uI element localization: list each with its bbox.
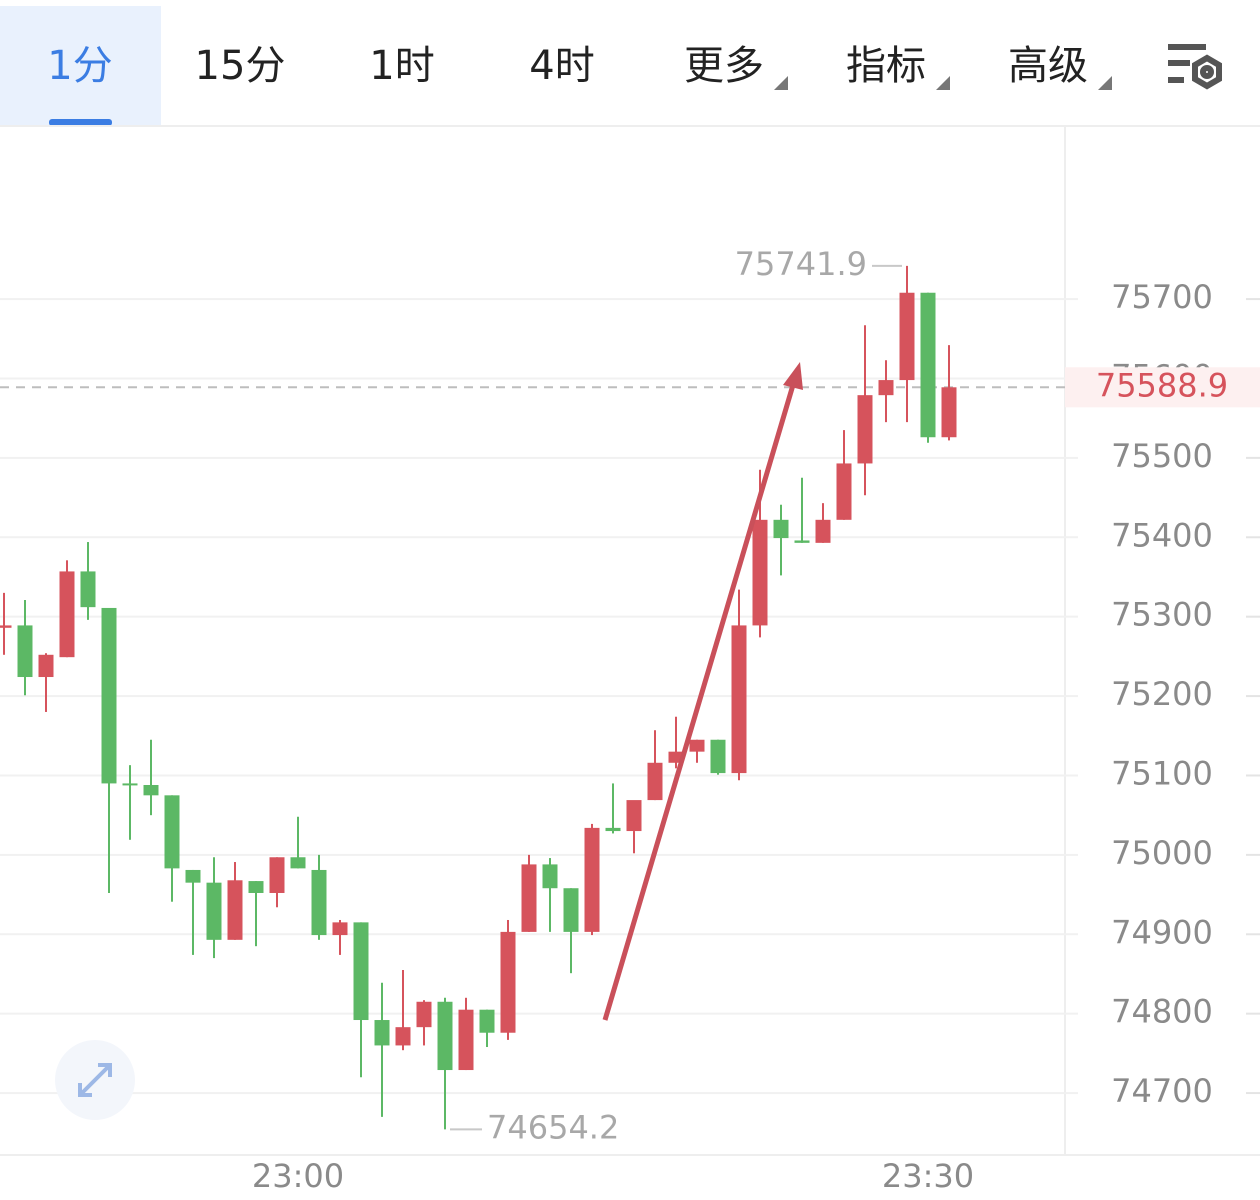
trend-arrow bbox=[602, 362, 803, 1021]
candle-body bbox=[563, 888, 579, 932]
candle-body bbox=[815, 519, 831, 543]
candle-body bbox=[584, 827, 600, 932]
candle-body bbox=[710, 739, 726, 774]
candle-body bbox=[143, 785, 159, 796]
y-tick-label: 75500 bbox=[1111, 437, 1213, 475]
candle-body bbox=[626, 800, 642, 832]
candle-body bbox=[290, 857, 306, 869]
candle-body bbox=[668, 751, 684, 763]
arrow-shaft bbox=[602, 384, 796, 1021]
tab[interactable]: 更多 bbox=[684, 43, 764, 89]
candle-body bbox=[311, 869, 327, 936]
candle-body bbox=[164, 795, 180, 869]
candle-body bbox=[941, 387, 957, 438]
candle-body bbox=[647, 762, 663, 801]
tabs: 1分 15分 1时 4时 更多 指标 高级 bbox=[47, 43, 1112, 90]
candle-body bbox=[227, 880, 243, 940]
x-tick-label: 23:00 bbox=[252, 1157, 344, 1195]
dropdown-caret bbox=[1098, 76, 1112, 90]
candle-body bbox=[479, 1009, 495, 1033]
candle-body bbox=[542, 864, 558, 889]
active-tab-indicator bbox=[49, 119, 112, 126]
tab[interactable]: 高级 bbox=[1008, 43, 1088, 89]
candle-body bbox=[395, 1027, 411, 1046]
candle-body bbox=[374, 1020, 390, 1046]
candle-body bbox=[521, 864, 537, 932]
icon-hex bbox=[1192, 54, 1222, 90]
candle-body bbox=[59, 571, 75, 658]
tab[interactable]: 指标 bbox=[846, 43, 926, 89]
last-price-bg bbox=[1065, 367, 1260, 408]
candle-body bbox=[332, 922, 348, 936]
candle-body bbox=[458, 1009, 474, 1071]
y-tick-label: 75300 bbox=[1111, 596, 1213, 634]
candle-body bbox=[500, 931, 516, 1033]
candle-body bbox=[773, 519, 789, 539]
y-tick-label: 75100 bbox=[1111, 754, 1213, 792]
candle-body bbox=[353, 922, 369, 1021]
candle-body bbox=[731, 625, 747, 774]
candle-body bbox=[878, 380, 894, 396]
expand-button[interactable] bbox=[55, 1040, 135, 1120]
candle-body bbox=[38, 654, 54, 678]
candle-body bbox=[752, 519, 768, 626]
candle-body bbox=[899, 292, 915, 381]
y-tick-label: 74700 bbox=[1111, 1072, 1213, 1110]
candle-body bbox=[920, 292, 936, 438]
candle-body bbox=[269, 857, 285, 893]
icon-dot bbox=[1200, 65, 1214, 79]
max-label: 75741.9 bbox=[735, 245, 867, 283]
min-label: 74654.2 bbox=[487, 1108, 619, 1146]
y-tick-label: 75700 bbox=[1111, 278, 1213, 316]
candle-body bbox=[185, 869, 201, 883]
arrow-head bbox=[783, 362, 803, 390]
candle-body bbox=[857, 395, 873, 464]
last-price-label: 75588.9 bbox=[1096, 366, 1228, 404]
candle-body bbox=[605, 827, 621, 832]
tab[interactable]: 4时 bbox=[529, 43, 594, 89]
dropdown-caret bbox=[774, 76, 788, 90]
candle-body bbox=[206, 882, 222, 940]
tab[interactable]: 1分 bbox=[47, 43, 112, 89]
y-tick-label: 75000 bbox=[1111, 834, 1213, 872]
candle-body bbox=[17, 625, 33, 678]
candle-body bbox=[794, 540, 810, 543]
tab[interactable]: 1时 bbox=[369, 43, 434, 89]
y-tick-label: 74900 bbox=[1111, 913, 1213, 951]
candle-body bbox=[122, 783, 138, 786]
candle-body bbox=[248, 881, 264, 893]
candle-body bbox=[101, 607, 117, 784]
y-tick-label: 74800 bbox=[1111, 993, 1213, 1031]
candle-body bbox=[836, 463, 852, 520]
candle-body bbox=[437, 1001, 453, 1071]
expand-glyph bbox=[78, 1063, 112, 1097]
candle-body bbox=[0, 625, 12, 628]
y-tick-label: 75200 bbox=[1111, 675, 1213, 713]
candle-body bbox=[416, 1001, 432, 1028]
x-tick-label: 23:30 bbox=[882, 1157, 974, 1195]
settings-icon[interactable] bbox=[1168, 44, 1222, 90]
y-tick-label: 75400 bbox=[1111, 516, 1213, 554]
active-tab-bg bbox=[0, 6, 161, 126]
plot: 74700 74800 74900 75000 75100 75200 75300 75400… bbox=[0, 245, 1260, 1195]
dropdown-caret bbox=[936, 76, 950, 90]
tab[interactable]: 15分 bbox=[195, 43, 286, 89]
candle-body bbox=[689, 739, 705, 752]
candle-body bbox=[80, 571, 96, 608]
